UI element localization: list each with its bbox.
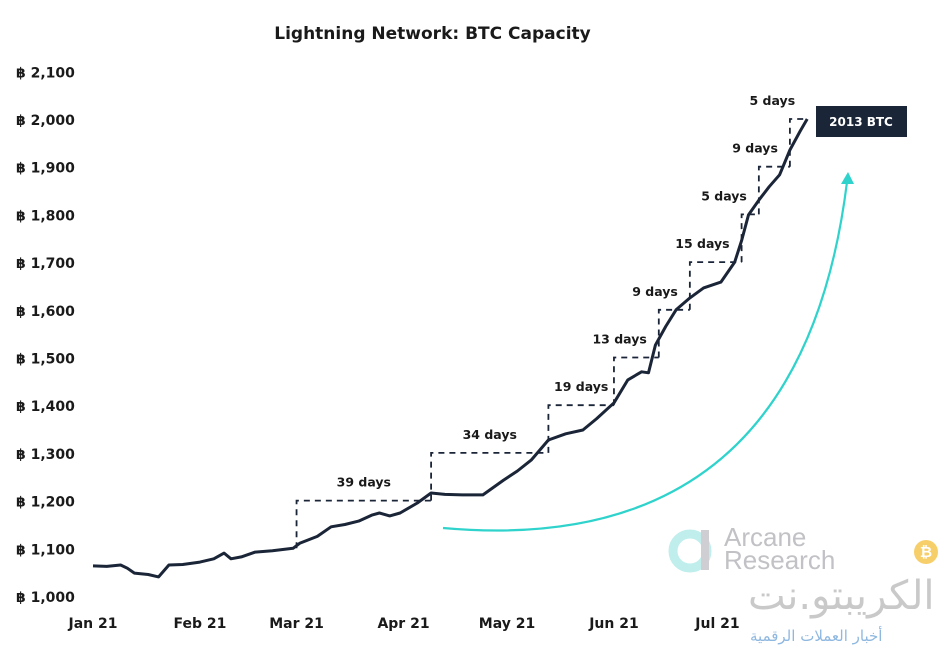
step-days-label: 13 days [592, 332, 646, 347]
step-dashed-line [430, 452, 549, 501]
step-dashed-line [613, 356, 659, 406]
x-tick-label: Jan 21 [68, 616, 118, 632]
x-tick-label: Jun 21 [588, 616, 639, 632]
step-days-label: 19 days [554, 379, 608, 394]
y-tick-label: ฿ 1,300 [16, 447, 75, 463]
y-tick-label: ฿ 1,600 [16, 304, 75, 320]
step-days-label: 9 days [632, 284, 678, 299]
x-tick-label: Feb 21 [174, 616, 227, 632]
step-days-label: 15 days [675, 236, 729, 251]
x-axis-ticks: Jan 21 Feb 21 Mar 21 Apr 21 May 21 Jun 21 Jul … [68, 616, 740, 632]
series-line [92, 118, 809, 579]
y-tick-label: ฿ 1,100 [16, 542, 75, 558]
y-tick-label: ฿ 1,900 [16, 161, 75, 177]
callout-label: 2013 BTC [829, 115, 893, 129]
growth-arrow [442, 181, 849, 532]
chart-title: Lightning Network: BTC Capacity [274, 24, 591, 44]
step-annotations: 39 days 34 days 19 days 13 days 9 days 15 day… [295, 93, 808, 549]
y-tick-label: ฿ 1,700 [16, 256, 75, 272]
step-dashed-line [657, 308, 690, 358]
step-dashed-line [688, 261, 742, 310]
step-days-label: 5 days [701, 188, 747, 203]
y-axis-ticks: ฿ 1,000 ฿ 1,100 ฿ 1,200 ฿ 1,300 ฿ 1,400 ฿ 1,5… [16, 65, 75, 606]
callout-box: 2013 BTC [816, 106, 907, 137]
x-tick-label: May 21 [479, 616, 535, 632]
y-tick-label: ฿ 1,800 [16, 208, 75, 224]
y-tick-label: ฿ 1,200 [16, 495, 75, 511]
step-dashed-line [757, 165, 790, 215]
step-days-label: 34 days [463, 427, 517, 442]
growth-arrowhead-icon [841, 172, 854, 184]
callout-background [816, 106, 907, 137]
x-tick-label: Mar 21 [269, 616, 324, 632]
y-tick-label: ฿ 2,000 [16, 113, 75, 129]
step-days-label: 5 days [750, 93, 796, 108]
step-dashed-line [740, 213, 759, 263]
step-days-label: 9 days [732, 141, 778, 156]
x-tick-label: Apr 21 [377, 616, 429, 632]
y-tick-label: ฿ 2,100 [16, 65, 75, 81]
step-days-label: 39 days [337, 475, 391, 490]
y-tick-label: ฿ 1,400 [16, 399, 75, 415]
step-dashed-line [547, 404, 614, 453]
y-tick-label: ฿ 1,000 [16, 590, 75, 606]
x-tick-label: Jul 21 [694, 616, 739, 632]
y-tick-label: ฿ 1,500 [16, 352, 75, 368]
step-dashed-line [295, 499, 432, 549]
